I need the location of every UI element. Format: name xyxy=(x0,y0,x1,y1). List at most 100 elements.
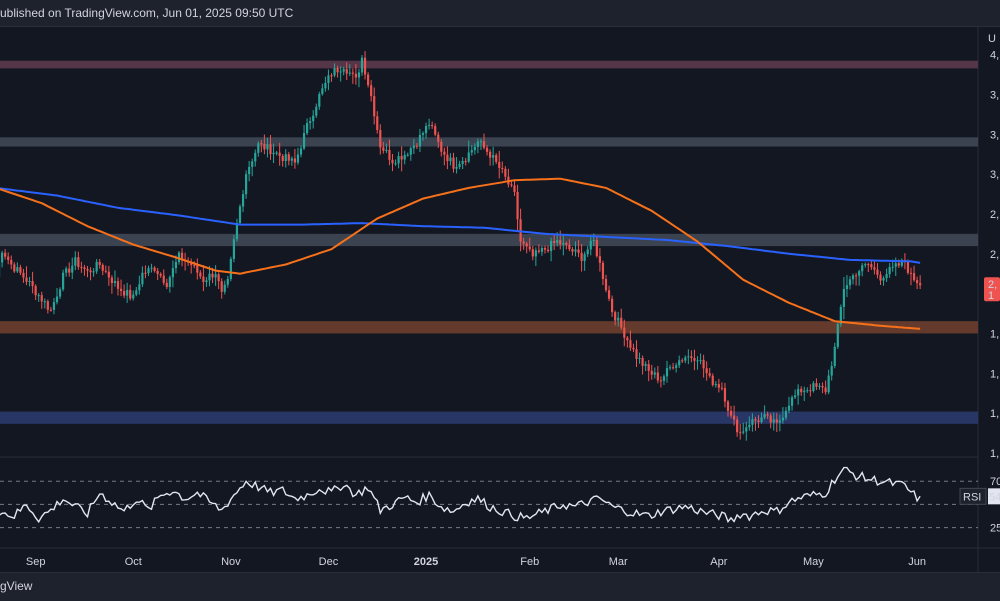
candle-body xyxy=(425,126,427,133)
candle-body xyxy=(141,273,143,285)
candle-body xyxy=(117,281,119,289)
candle-body xyxy=(65,269,67,273)
candle-body xyxy=(721,388,723,389)
last-price-sub: 1 xyxy=(988,290,994,302)
candle-body xyxy=(858,271,860,275)
candle-body xyxy=(477,142,479,147)
candle-body xyxy=(818,386,820,387)
candle-body xyxy=(806,390,808,391)
candle-body xyxy=(25,278,27,282)
candle-body xyxy=(907,262,909,273)
candle-body xyxy=(254,153,256,162)
candle-body xyxy=(687,356,689,357)
candle-body xyxy=(757,421,759,422)
bottom-support-zone xyxy=(0,412,978,424)
price-tick-label: 1, xyxy=(990,328,999,340)
candle-body xyxy=(398,156,400,163)
candle-body xyxy=(120,289,122,291)
candle-body xyxy=(544,248,546,250)
candle-body xyxy=(77,257,79,267)
candle-body xyxy=(126,290,128,296)
candle-body xyxy=(873,267,875,269)
candle-body xyxy=(788,406,790,411)
candle-body xyxy=(160,274,162,276)
candle-body xyxy=(803,391,805,392)
candle-body xyxy=(349,73,351,74)
candle-body xyxy=(80,267,82,268)
candle-body xyxy=(791,397,793,405)
candle-body xyxy=(288,154,290,160)
candle-body xyxy=(333,68,335,75)
candle-body xyxy=(785,411,787,418)
price-tick-label: 1, xyxy=(990,408,999,420)
currency-label: U xyxy=(988,33,996,45)
candle-body xyxy=(703,360,705,368)
candle-body xyxy=(492,155,494,158)
candle-body xyxy=(419,135,421,146)
candle-body xyxy=(413,146,415,148)
candle-body xyxy=(410,148,412,154)
candle-body xyxy=(754,419,756,420)
candle-body xyxy=(495,155,497,162)
candle-body xyxy=(196,265,198,272)
candle-body xyxy=(221,281,223,292)
candle-body xyxy=(678,360,680,365)
candle-body xyxy=(538,250,540,251)
candle-body xyxy=(776,419,778,422)
candle-body xyxy=(35,286,37,295)
candle-body xyxy=(605,279,607,290)
candle-body xyxy=(642,358,644,366)
candle-body xyxy=(532,249,534,256)
candle-body xyxy=(593,240,595,241)
candle-body xyxy=(242,194,244,206)
candle-body xyxy=(373,96,375,116)
candle-body xyxy=(751,419,753,425)
candle-body xyxy=(770,415,772,422)
price-tick-label: 3, xyxy=(990,129,999,141)
candle-body xyxy=(498,162,500,168)
candle-body xyxy=(699,360,701,361)
candle-body xyxy=(556,240,558,243)
candle-body xyxy=(861,265,863,271)
candle-body xyxy=(89,271,91,273)
candle-body xyxy=(391,160,393,164)
candle-body xyxy=(828,376,830,393)
candle-body xyxy=(96,262,98,271)
candle-body xyxy=(581,253,583,261)
candle xyxy=(837,322,839,349)
candle-body xyxy=(169,277,171,287)
mid-resistance-zone xyxy=(0,234,978,246)
candle xyxy=(239,204,241,224)
candle xyxy=(840,304,842,326)
candle-body xyxy=(651,371,653,375)
candle-body xyxy=(74,257,76,266)
candle-body xyxy=(516,192,518,219)
candle-body xyxy=(266,144,268,149)
candle-body xyxy=(19,267,21,273)
candle-body xyxy=(599,256,601,263)
candle-body xyxy=(764,414,766,417)
candle-body xyxy=(401,156,403,159)
candle-body xyxy=(455,167,457,169)
candle-body xyxy=(654,373,656,375)
candle-body xyxy=(815,383,817,387)
candle-body xyxy=(898,263,900,265)
candle-body xyxy=(614,312,616,320)
candle-body xyxy=(202,277,204,282)
candle-body xyxy=(32,281,34,286)
candle-body xyxy=(712,376,714,385)
candle-body xyxy=(135,290,137,294)
candle-body xyxy=(452,158,454,169)
candle-body xyxy=(132,295,134,299)
candle-body xyxy=(864,264,866,265)
candle-body xyxy=(879,275,881,281)
price-tick-label: 4, xyxy=(990,50,999,62)
time-tick-label: Nov xyxy=(221,556,241,568)
candle-body xyxy=(129,290,131,298)
price-tick-label: 2, xyxy=(990,209,999,221)
candle-body xyxy=(867,264,869,265)
candle-body xyxy=(773,419,775,422)
candle-body xyxy=(809,390,811,391)
candle-body xyxy=(147,268,149,273)
